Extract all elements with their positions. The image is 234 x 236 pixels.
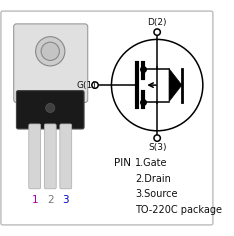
Text: D(2): D(2) xyxy=(147,18,167,27)
FancyBboxPatch shape xyxy=(14,24,88,102)
Circle shape xyxy=(111,39,203,131)
Circle shape xyxy=(92,82,98,88)
Text: PIN: PIN xyxy=(114,158,131,168)
Circle shape xyxy=(154,135,160,141)
Text: 2: 2 xyxy=(47,195,54,205)
Circle shape xyxy=(41,42,59,60)
FancyBboxPatch shape xyxy=(44,124,56,189)
Polygon shape xyxy=(169,69,182,101)
Circle shape xyxy=(46,103,55,113)
Text: 2.Drain: 2.Drain xyxy=(135,174,171,184)
Text: S(3): S(3) xyxy=(148,143,166,152)
FancyBboxPatch shape xyxy=(1,11,213,225)
Text: 3.Source: 3.Source xyxy=(135,189,178,199)
Text: 1.Gate: 1.Gate xyxy=(135,158,168,168)
FancyBboxPatch shape xyxy=(29,124,41,189)
Text: TO-220C package: TO-220C package xyxy=(135,205,222,215)
Circle shape xyxy=(154,29,160,35)
FancyBboxPatch shape xyxy=(60,124,72,189)
Text: 3: 3 xyxy=(62,195,69,205)
FancyBboxPatch shape xyxy=(16,91,84,129)
Text: 1: 1 xyxy=(31,195,38,205)
Text: G(1): G(1) xyxy=(76,81,96,90)
Circle shape xyxy=(36,37,65,66)
